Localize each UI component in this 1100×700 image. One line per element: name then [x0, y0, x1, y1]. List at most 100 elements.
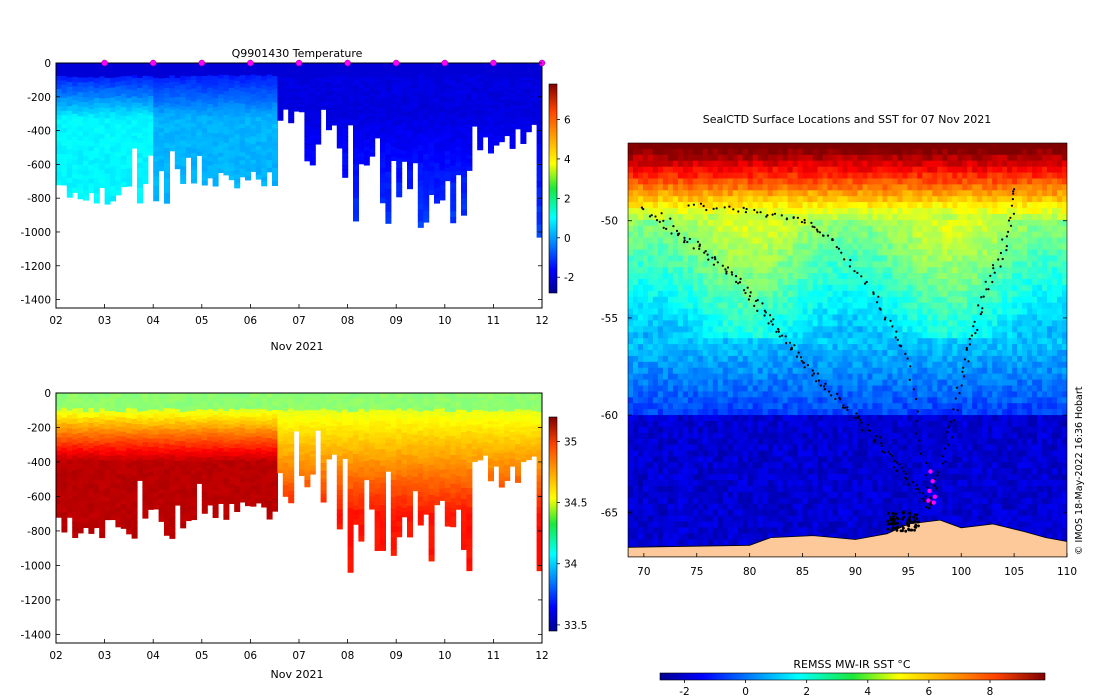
section-cell: [261, 115, 268, 121]
section-cell: [428, 189, 435, 195]
section-cell: [331, 408, 338, 412]
section-cell: [201, 427, 208, 433]
section-cell: [412, 487, 419, 492]
section-cell: [380, 112, 386, 119]
section-cell: [61, 497, 68, 503]
section-cell: [293, 429, 300, 432]
section-cell: [504, 88, 511, 93]
section-cell: [153, 430, 160, 435]
section-cell: [99, 454, 106, 461]
section-cell: [212, 111, 219, 117]
section-cell: [369, 89, 376, 94]
section-cell: [488, 452, 494, 457]
section-cell: [369, 92, 376, 97]
section-cell: [504, 452, 511, 457]
section-cell: [455, 405, 462, 411]
section-cell: [428, 422, 435, 430]
section-cell: [293, 406, 300, 409]
section-cell: [288, 71, 295, 75]
section-cell: [61, 462, 68, 469]
section-cell: [353, 393, 359, 399]
section-cell: [164, 138, 170, 144]
section-cell: [126, 458, 133, 464]
section-cell: [315, 65, 322, 70]
section-cell: [482, 78, 489, 83]
section-cell: [115, 521, 122, 528]
section-cell: [390, 491, 397, 498]
section-cell: [504, 75, 511, 80]
section-cell: [293, 93, 300, 97]
section-cell: [126, 98, 133, 104]
section-cell: [261, 405, 268, 410]
section-cell: [142, 406, 149, 412]
section-cell: [363, 476, 370, 481]
section-cell: [234, 161, 241, 167]
section-cell: [380, 516, 386, 523]
section-cell: [326, 72, 332, 76]
section-cell: [390, 132, 397, 137]
section-cell: [83, 151, 89, 157]
section-cell: [369, 142, 376, 147]
section-cell: [434, 128, 440, 134]
section-cell: [282, 71, 289, 74]
section-cell: [520, 83, 527, 87]
section-cell: [493, 63, 500, 67]
section-cell: [412, 420, 419, 425]
section-cell: [455, 459, 462, 465]
section-cell: [115, 152, 122, 158]
section-cell: [390, 485, 397, 493]
section-cell: [515, 79, 521, 83]
section-cell: [390, 143, 397, 148]
section-cell: [423, 466, 430, 472]
section-cell: [174, 429, 181, 434]
section-cell: [385, 154, 392, 161]
section-cell: [239, 103, 246, 109]
section-cell: [142, 97, 149, 103]
section-cell: [261, 159, 268, 165]
section-cell: [477, 421, 484, 425]
section-cell: [428, 133, 435, 139]
section-cell: [142, 424, 149, 430]
section-cell: [169, 81, 176, 86]
section-cell: [223, 514, 230, 520]
section-cell: [115, 469, 122, 475]
section-cell: [288, 408, 295, 414]
section-cell: [434, 168, 440, 174]
section-cell: [369, 146, 376, 150]
section-cell: [83, 185, 89, 191]
section-cell: [531, 73, 538, 77]
section-cell: [515, 93, 521, 97]
section-cell: [169, 470, 176, 477]
section-cell: [72, 465, 79, 471]
section-cell: [239, 75, 246, 80]
section-cell: [164, 183, 170, 189]
section-cell: [218, 404, 224, 410]
section-cell: [212, 146, 219, 152]
section-cell: [272, 409, 278, 415]
section-cell: [309, 430, 316, 435]
section-cell: [374, 539, 381, 546]
section-cell: [417, 109, 424, 117]
section-cell: [336, 138, 343, 143]
section-cell: [120, 475, 127, 481]
section-cell: [385, 448, 392, 453]
section-cell: [120, 164, 127, 170]
section-cell: [493, 118, 500, 123]
section-cell: [191, 97, 197, 103]
section-cell: [369, 417, 376, 423]
section-cell: [207, 400, 214, 406]
section-cell: [407, 157, 413, 163]
section-cell: [412, 399, 419, 405]
section-cell: [272, 102, 278, 108]
section-cell: [255, 475, 262, 480]
section-cell: [180, 153, 187, 159]
section-cell: [72, 485, 79, 492]
section-cell: [450, 211, 457, 218]
section-cell: [434, 183, 440, 189]
section-cell: [77, 174, 84, 180]
section-cell: [137, 455, 143, 460]
section-cell: [158, 475, 165, 481]
section-cell: [434, 118, 440, 124]
section-cell: [131, 434, 138, 441]
section-cell: [477, 66, 484, 70]
